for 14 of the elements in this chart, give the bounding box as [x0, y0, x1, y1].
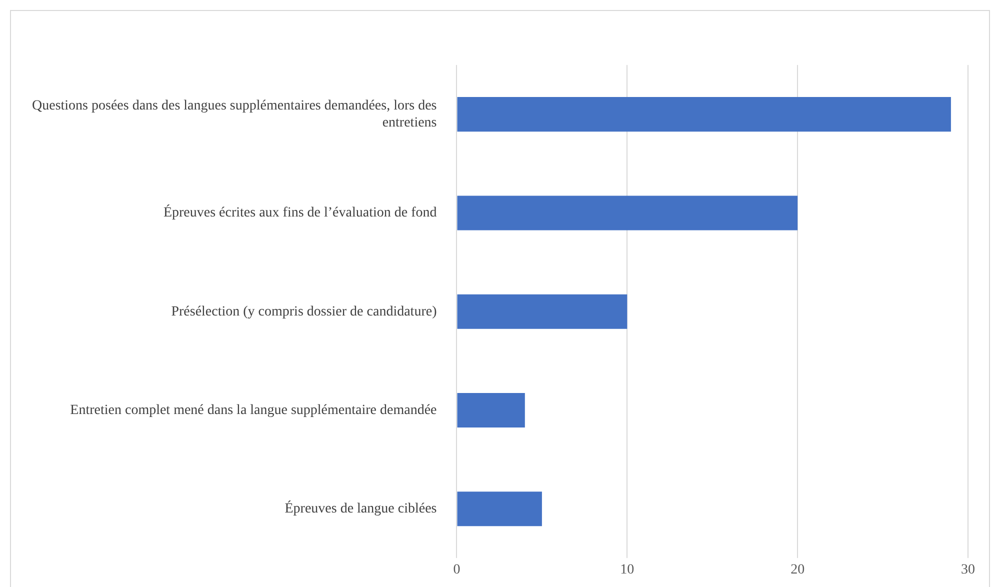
y-tick-label: Épreuves écrites aux fins de l’évaluation de fond [163, 204, 437, 221]
bar [457, 196, 798, 230]
y-tick-label: Présélection (y compris dossier de candidature) [171, 304, 438, 320]
y-tick-label: Questions posées dans des langues supplémentaires demandées, lors des entretiens [32, 98, 437, 130]
x-tick-label: 30 [961, 562, 975, 578]
y-tick-label: Entretien complet mené dans la langue supplémentaire demandée [70, 402, 437, 418]
bar [457, 392, 525, 428]
x-tick-label: 0 [453, 562, 460, 578]
x-tick-label: 20 [790, 562, 805, 578]
bar [457, 97, 951, 132]
bar [457, 294, 628, 329]
x-tick-label: 10 [620, 562, 634, 578]
bar [457, 492, 542, 526]
y-tick-label: Épreuves de langue ciblées [284, 500, 437, 517]
